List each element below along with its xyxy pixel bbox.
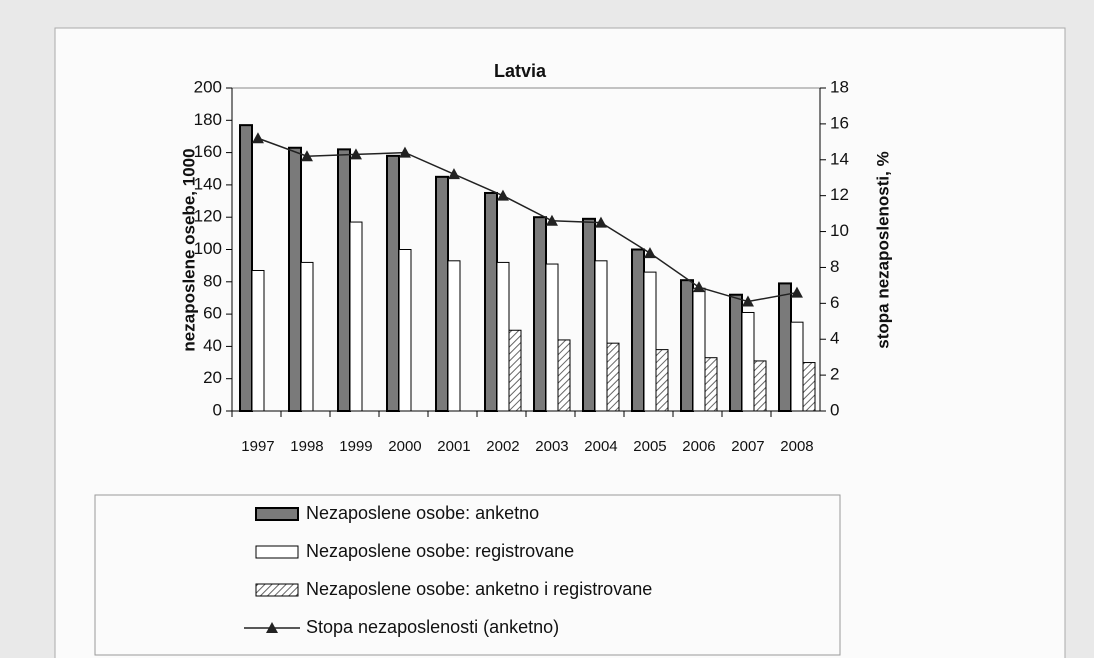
bar	[484, 191, 498, 412]
bar	[790, 321, 804, 412]
bar	[655, 349, 669, 412]
y-tick-label: 40	[203, 336, 222, 355]
y2-axis-title: stopa nezaposlenosti, %	[873, 151, 892, 348]
legend-swatch	[255, 583, 299, 597]
bar	[239, 124, 253, 413]
bar	[435, 175, 449, 412]
bar	[337, 148, 351, 412]
y2-tick-label: 0	[830, 400, 839, 419]
bar	[692, 287, 706, 412]
y2-tick-label: 2	[830, 365, 839, 384]
x-tick-label: 2007	[731, 438, 764, 455]
y2-tick-label: 6	[830, 293, 839, 312]
rate-marker	[496, 189, 509, 201]
rate-marker	[251, 132, 264, 144]
y-tick-label: 160	[194, 142, 222, 161]
y2-tick-label: 14	[830, 149, 849, 168]
legend-label: Nezaposlene osobe: anketno i registrovan…	[306, 579, 652, 599]
rate-marker	[398, 146, 411, 158]
chart-title: Latvia	[494, 61, 547, 81]
x-tick-label: 2008	[780, 438, 813, 455]
bar	[349, 221, 363, 412]
y2-tick-label: 12	[830, 185, 849, 204]
rate-marker	[349, 148, 362, 160]
y2-tick-label: 4	[830, 329, 839, 348]
bar	[545, 263, 559, 412]
rate-line	[257, 137, 798, 303]
x-tick-label: 2004	[584, 438, 617, 455]
x-tick-label: 2000	[388, 438, 421, 455]
x-tick-label: 2006	[682, 438, 715, 455]
y2-tick-label: 18	[830, 77, 849, 96]
rate-marker	[300, 150, 313, 162]
x-tick-label: 1999	[339, 438, 372, 455]
y-tick-label: 100	[194, 239, 222, 258]
legend-label: Stopa nezaposlenosti (anketno)	[306, 617, 559, 637]
x-tick-label: 1998	[290, 438, 323, 455]
legend-label: Nezaposlene osobe: registrovane	[306, 541, 574, 561]
bar	[643, 271, 657, 412]
bar	[288, 146, 302, 412]
y-tick-label: 60	[203, 304, 222, 323]
x-tick-label: 1997	[241, 438, 274, 455]
legend-swatch	[255, 507, 299, 521]
bar	[398, 249, 412, 412]
legend-swatch	[266, 622, 278, 633]
bar	[729, 293, 743, 412]
bar	[606, 342, 620, 412]
bar	[631, 248, 645, 412]
y-tick-label: 180	[194, 110, 222, 129]
bar	[582, 217, 596, 412]
y-tick-label: 0	[213, 400, 222, 419]
legend-label: Nezaposlene osobe: anketno	[306, 503, 539, 523]
bar	[300, 261, 314, 412]
bar	[533, 216, 547, 412]
rate-marker	[790, 286, 803, 298]
rate-marker	[741, 295, 754, 307]
bar	[557, 339, 571, 412]
y2-tick-label: 16	[830, 113, 849, 132]
rate-marker	[545, 214, 558, 226]
bar	[704, 357, 718, 412]
bar	[741, 311, 755, 412]
rate-marker	[447, 168, 460, 180]
bar	[594, 260, 608, 412]
y-tick-label: 20	[203, 368, 222, 387]
y-axis-title: nezaposlene osebe, 1000	[179, 148, 198, 351]
x-tick-label: 2005	[633, 438, 666, 455]
bar	[508, 329, 522, 412]
legend-swatch	[255, 545, 299, 559]
y-tick-label: 80	[203, 271, 222, 290]
bar	[447, 260, 461, 412]
bar	[778, 282, 792, 413]
x-tick-label: 2003	[535, 438, 568, 455]
bar	[802, 362, 816, 412]
y-tick-label: 200	[194, 77, 222, 96]
rate-marker	[692, 281, 705, 293]
bar	[753, 360, 767, 412]
y2-tick-label: 8	[830, 257, 839, 276]
rate-marker	[643, 247, 656, 259]
x-tick-label: 2001	[437, 438, 470, 455]
y2-tick-label: 10	[830, 221, 849, 240]
y-tick-label: 120	[194, 207, 222, 226]
x-tick-label: 2002	[486, 438, 519, 455]
bar	[680, 279, 694, 412]
bar	[251, 269, 265, 412]
y-tick-label: 140	[194, 174, 222, 193]
legend-box	[94, 494, 841, 656]
bar	[386, 154, 400, 412]
bar	[496, 261, 510, 412]
rate-marker	[594, 216, 607, 228]
